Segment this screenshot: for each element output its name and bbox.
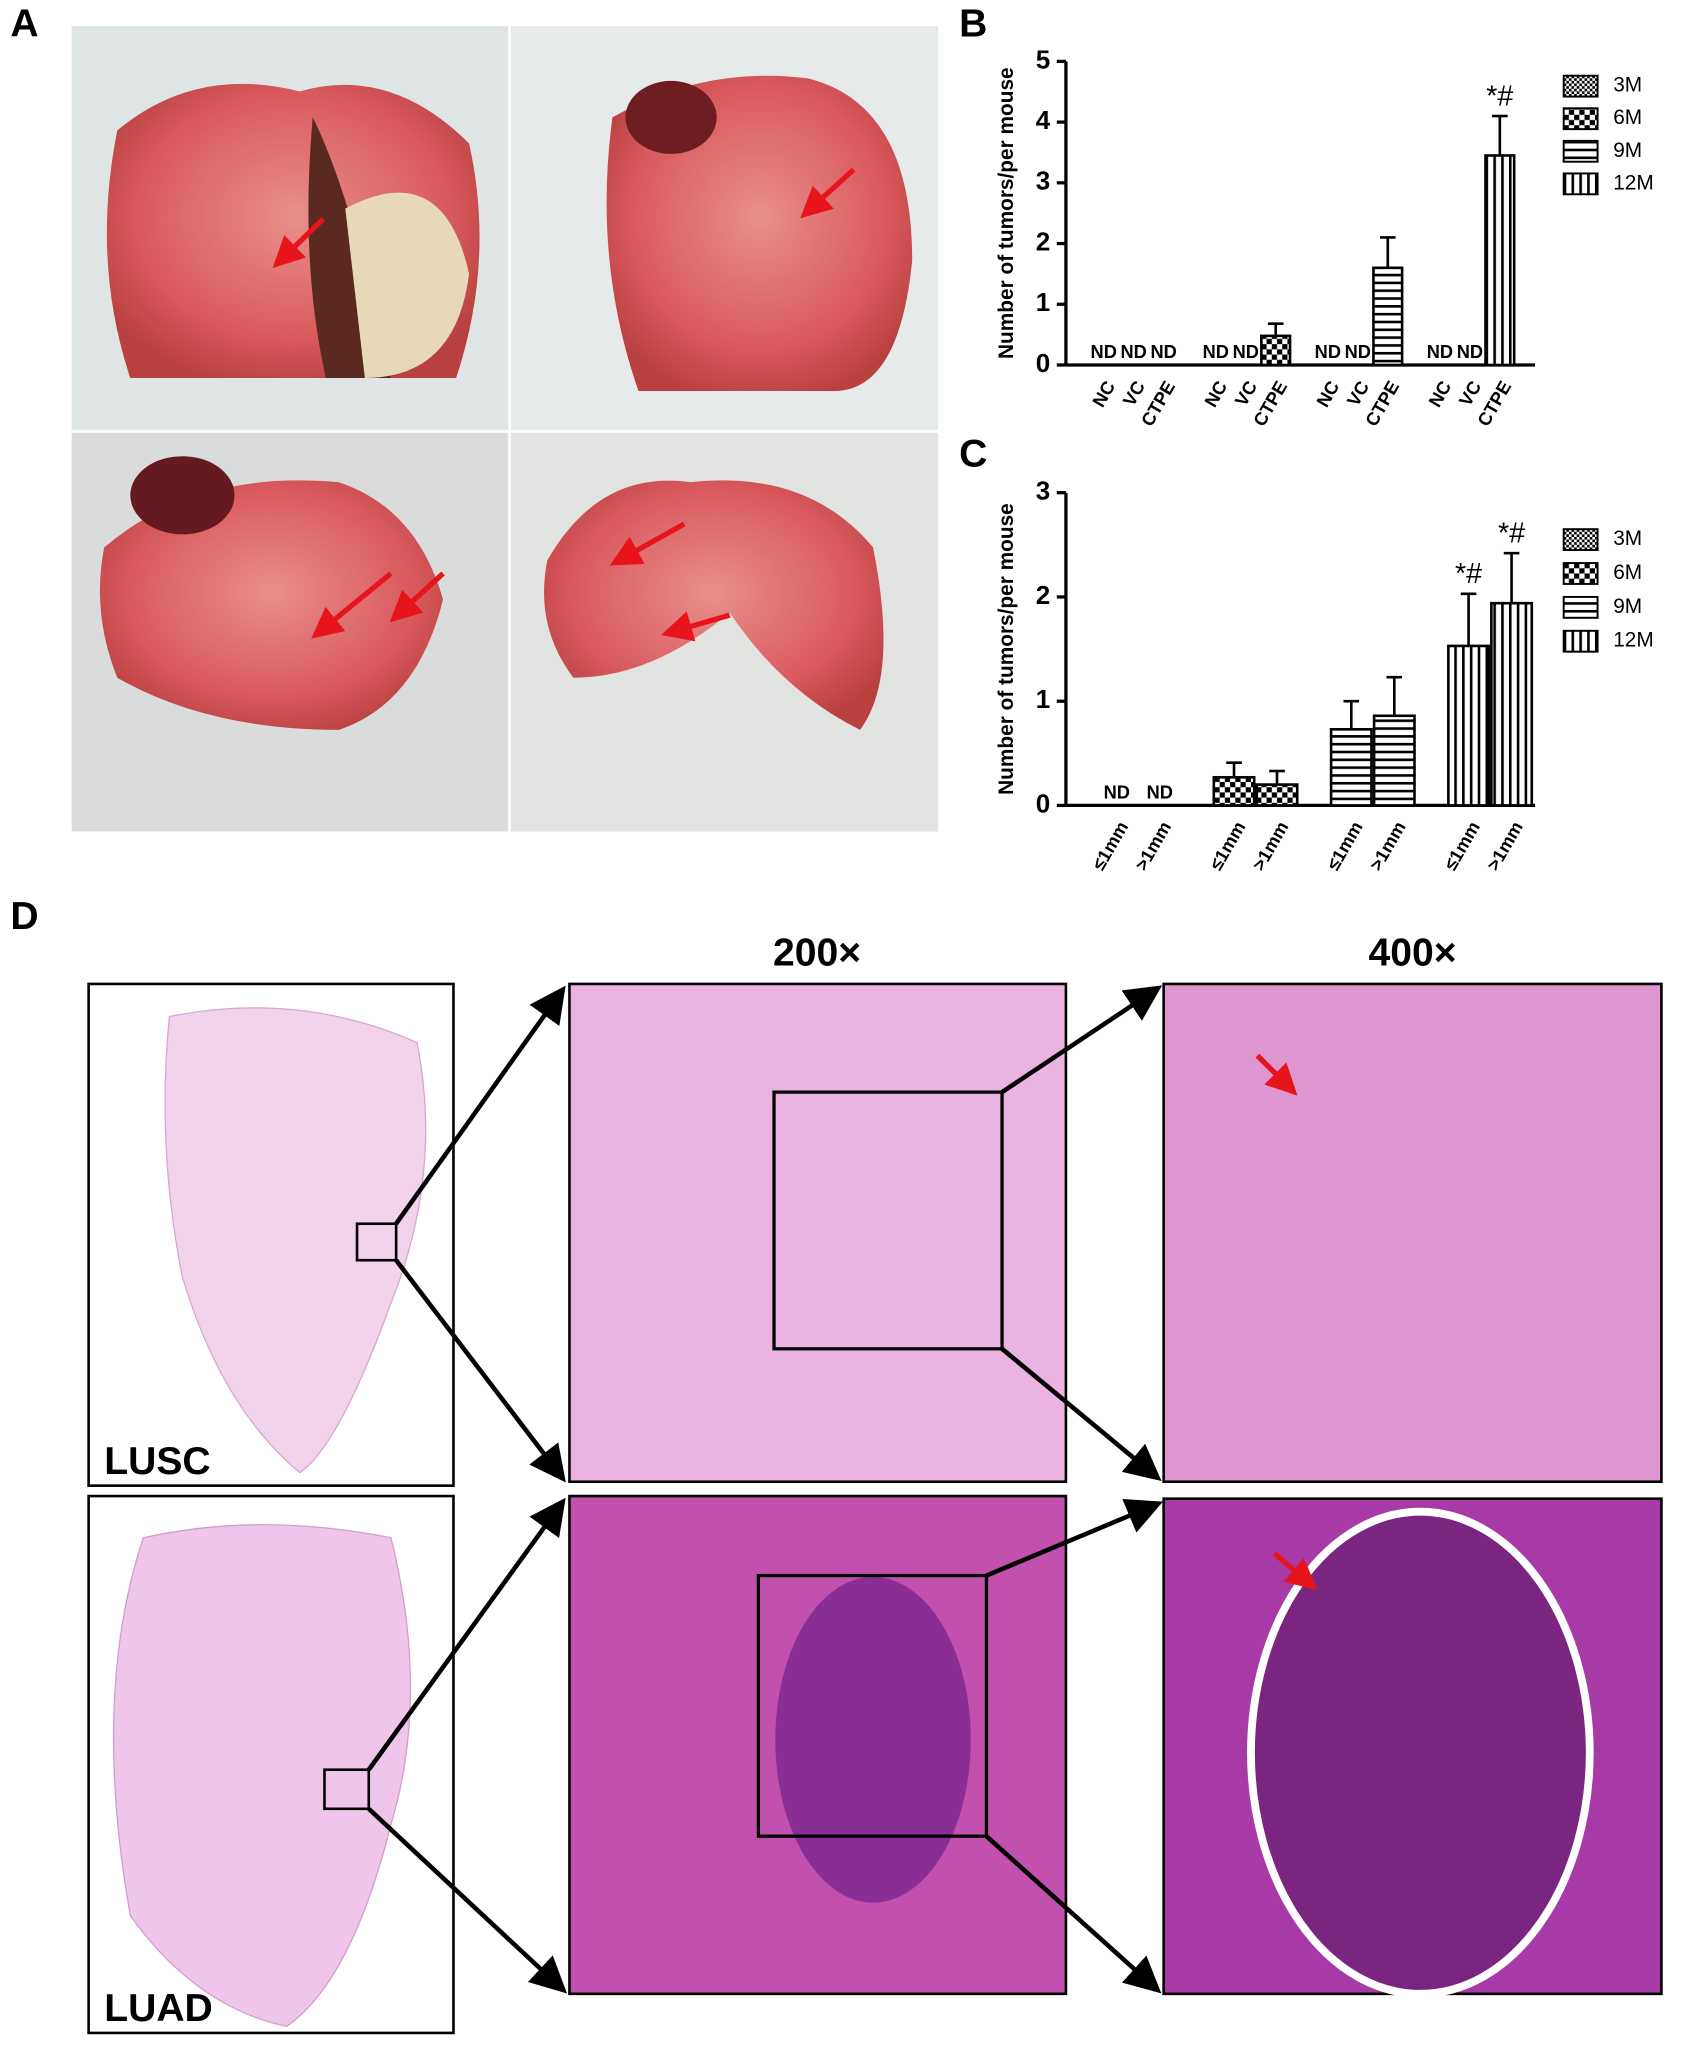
x-tick-label: NC xyxy=(1312,377,1343,410)
legend-label: 9M xyxy=(1613,139,1642,162)
x-tick-label: NC xyxy=(1200,377,1231,410)
value-label: ND xyxy=(1150,341,1176,362)
error-bar xyxy=(1226,761,1242,778)
legend-label: 6M xyxy=(1613,106,1642,129)
bar xyxy=(1490,601,1534,807)
value-label: ND xyxy=(1427,341,1453,362)
legend-swatch xyxy=(1562,107,1599,131)
panel-label: B xyxy=(959,3,987,46)
y-tick-label: 3 xyxy=(1036,166,1051,196)
legend-label: 3M xyxy=(1613,527,1642,550)
annotation: *# xyxy=(1498,517,1525,549)
error-bar xyxy=(1503,551,1520,604)
y-tick-label: 0 xyxy=(1036,788,1051,818)
legend-swatch xyxy=(1562,74,1599,98)
legend-swatch xyxy=(1562,172,1599,196)
value-label: ND xyxy=(1091,341,1117,362)
sample-label: LUSC xyxy=(104,1440,210,1483)
bar xyxy=(1372,714,1416,807)
value-label: ND xyxy=(1203,341,1229,362)
value-label: ND xyxy=(1345,341,1371,362)
histology xyxy=(87,982,1663,2035)
annotation: *# xyxy=(1486,80,1513,112)
x-tick-label: >1mm xyxy=(1130,818,1175,875)
magnification: 400× xyxy=(1369,932,1457,975)
panel-label: D xyxy=(10,895,38,938)
bar xyxy=(1255,783,1299,807)
y-tick-label: 1 xyxy=(1036,684,1051,714)
error-bar xyxy=(1379,236,1396,268)
bar xyxy=(1260,334,1292,367)
y-tick-label: 1 xyxy=(1036,287,1051,317)
value-label: ND xyxy=(1104,782,1130,803)
panel-label: A xyxy=(10,3,38,46)
bar xyxy=(1212,775,1256,807)
y-tick-label: 2 xyxy=(1036,226,1051,256)
value-label: ND xyxy=(1147,782,1173,803)
x-tick-label: >1mm xyxy=(1482,818,1527,875)
bar xyxy=(1372,266,1404,367)
y-axis-label: Number of tumors/per mouse xyxy=(995,503,1018,795)
legend-label: 3M xyxy=(1613,74,1642,97)
x-tick-label: >1mm xyxy=(1248,818,1293,875)
error-bar xyxy=(1269,769,1285,785)
y-tick-label: 3 xyxy=(1036,476,1051,506)
value-label: ND xyxy=(1233,341,1259,362)
error-bar xyxy=(1492,114,1508,156)
bar xyxy=(1484,154,1516,367)
y-tick-label: 2 xyxy=(1036,580,1051,610)
legend-label: 12M xyxy=(1613,629,1654,652)
panel-label: C xyxy=(959,433,987,476)
x-tick-label: NC xyxy=(1424,377,1455,410)
bar xyxy=(1447,644,1491,807)
annotation: *# xyxy=(1455,558,1482,590)
photos xyxy=(71,26,939,832)
sample-label: LUAD xyxy=(104,1987,213,2030)
legend-swatch xyxy=(1562,562,1599,585)
y-tick-label: 5 xyxy=(1036,44,1051,74)
error-bar xyxy=(1460,592,1477,646)
x-tick-label: >1mm xyxy=(1365,818,1410,875)
y-tick-label: 0 xyxy=(1036,348,1051,378)
value-label: ND xyxy=(1121,341,1147,362)
legend-swatch xyxy=(1562,595,1599,619)
x-tick-label: ≤1mm xyxy=(1205,818,1249,874)
y-axis-label: Number of tumors/per mouse xyxy=(995,67,1018,359)
error-bar xyxy=(1343,699,1360,730)
legend-label: 6M xyxy=(1613,561,1642,584)
x-tick-label: NC xyxy=(1088,377,1119,410)
x-tick-label: ≤1mm xyxy=(1322,818,1366,874)
legend-swatch xyxy=(1562,629,1599,653)
x-tick-label: ≤1mm xyxy=(1440,818,1484,874)
error-bar xyxy=(1386,675,1403,716)
value-label: ND xyxy=(1315,341,1341,362)
x-tick-label: ≤1mm xyxy=(1088,818,1132,874)
value-label: ND xyxy=(1457,341,1483,362)
magnification: 200× xyxy=(773,932,861,975)
y-tick-label: 4 xyxy=(1036,105,1051,135)
error-bar xyxy=(1267,322,1284,336)
legend-label: 9M xyxy=(1613,595,1642,618)
legend-swatch xyxy=(1562,528,1599,552)
legend-label: 12M xyxy=(1613,171,1654,194)
legend-swatch xyxy=(1562,139,1599,163)
bar xyxy=(1329,728,1373,807)
